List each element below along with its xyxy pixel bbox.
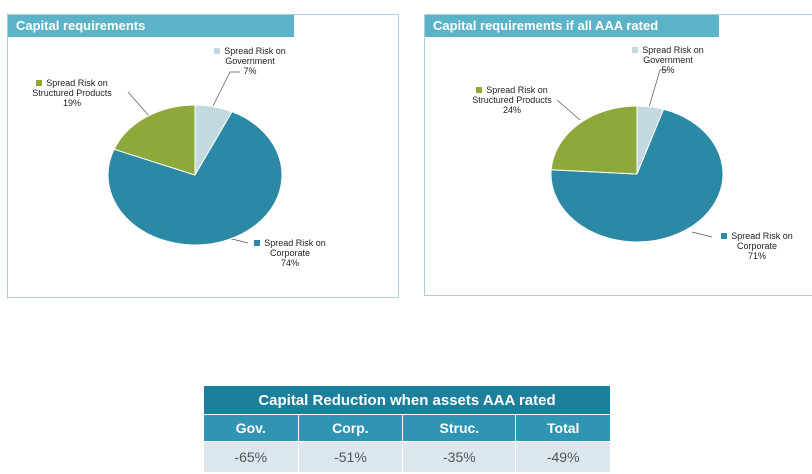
slice-label: Spread Risk on Government 5% [622, 45, 714, 75]
header-cell: Struc. [402, 414, 517, 442]
table: Capital Reduction when assets AAA rated … [203, 385, 611, 473]
slice-name: Spread Risk on Government [204, 46, 296, 66]
legend-swatch [632, 47, 639, 53]
value-label: 19% [62, 98, 81, 108]
leader-line [212, 71, 240, 107]
panel-title: Capital requirements if all AAA rated [425, 15, 719, 37]
legend-swatch [721, 233, 728, 239]
value-label: 5% [661, 65, 675, 75]
leader-line [556, 99, 581, 121]
value-label: 74% [280, 258, 299, 268]
cell: -51% [297, 441, 404, 473]
panel: Capital requirements if all AAA rated [424, 14, 812, 296]
header-cell: Gov. [203, 414, 299, 442]
slice-label: Spread Risk on Corporate 71% [711, 231, 803, 261]
value-label: 71% [747, 251, 766, 261]
slice-name: Spread Risk on Structured Products [26, 78, 118, 98]
leader-line [691, 231, 713, 238]
slice-name: Spread Risk on Corporate [244, 238, 336, 258]
data-row: -65% -51% -35% -49% [203, 441, 611, 473]
value-label: 24% [502, 105, 521, 115]
header-cell: Total [515, 414, 611, 442]
cell: -35% [402, 441, 517, 473]
pie-slice [107, 111, 283, 246]
header-cell: Corp. [297, 414, 404, 442]
slice-name: Spread Risk on Structured Products [466, 85, 558, 105]
category-label: Spread Risk on Government [224, 46, 286, 66]
legend-swatch [36, 80, 43, 86]
legend-swatch [476, 87, 483, 93]
slice-name: Spread Risk on Corporate [711, 231, 803, 251]
category-label: Spread Risk on Structured Products [472, 85, 552, 105]
cell: -65% [203, 441, 299, 473]
cell: -49% [515, 441, 611, 473]
category-label: Spread Risk on Corporate [731, 231, 793, 251]
value-label: 7% [243, 66, 257, 76]
pie-slice [550, 108, 724, 243]
header-row: Gov. Corp. Struc. Total [203, 414, 611, 442]
leader-line [648, 69, 668, 108]
category-label: Spread Risk on Corporate [264, 238, 326, 258]
panel: Capital requirements [7, 14, 399, 298]
table-title: Capital Reduction when assets AAA rated [203, 385, 611, 415]
slice-label: Spread Risk on Government 7% [204, 46, 296, 76]
pie-slice [550, 105, 638, 175]
panel-title: Capital requirements [8, 15, 294, 37]
category-label: Spread Risk on Structured Products [32, 78, 112, 98]
legend-swatch [254, 240, 261, 246]
category-label: Spread Risk on Government [642, 45, 704, 65]
slice-label: Spread Risk on Structured Products 24% [466, 85, 558, 115]
slice-label: Spread Risk on Structured Products 19% [26, 78, 118, 108]
legend-swatch [214, 48, 221, 54]
slice-label: Spread Risk on Corporate 74% [244, 238, 336, 268]
slice-name: Spread Risk on Government [622, 45, 714, 65]
pie-slice [113, 104, 196, 176]
leader-line [127, 91, 151, 118]
